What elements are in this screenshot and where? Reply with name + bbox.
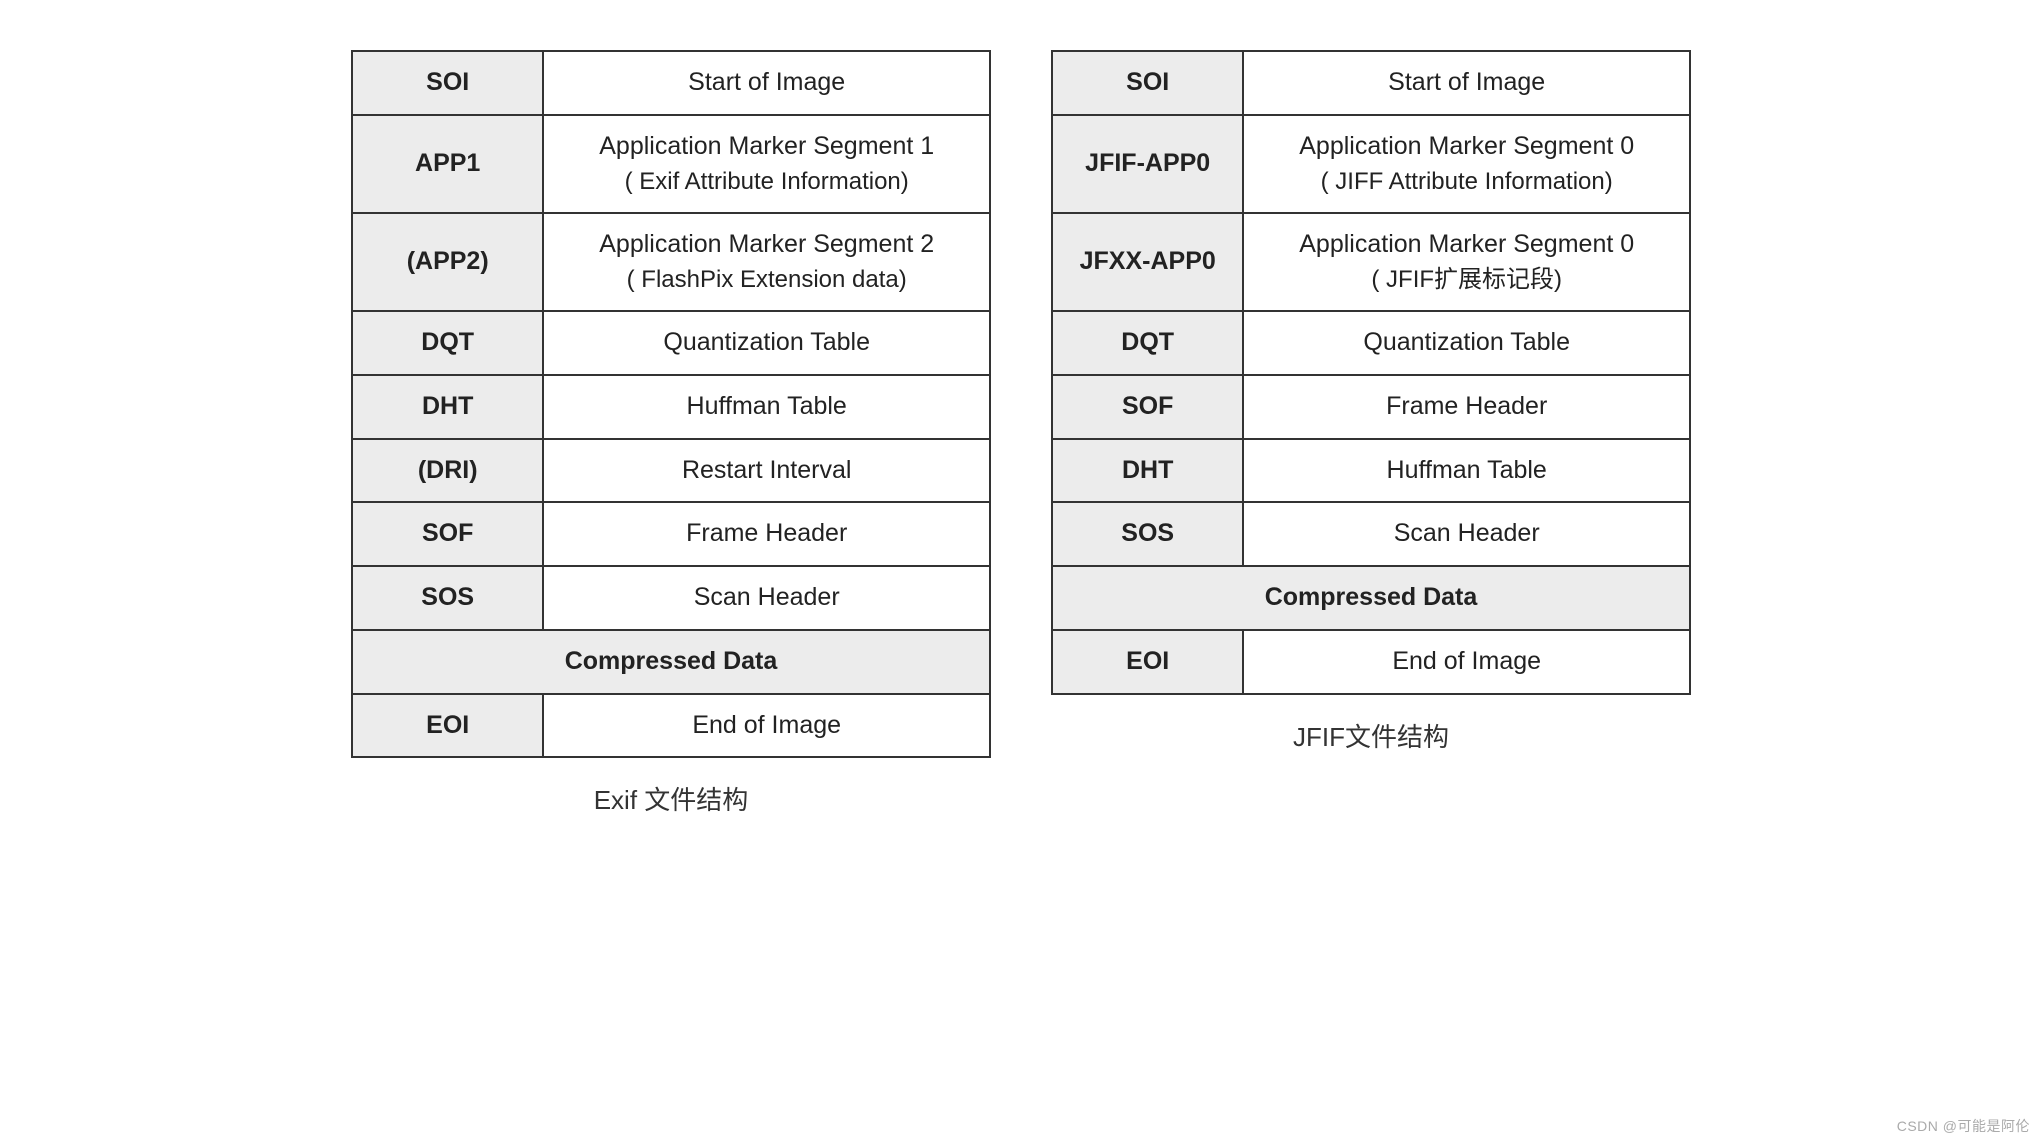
exif-row-label: (APP2) [352,213,543,311]
watermark-text: CSDN @可能是阿伦 [1897,1116,2030,1136]
jfif-row-desc: Application Marker Segment 0( JIFF Attri… [1243,115,1690,213]
exif-caption: Exif 文件结构 [351,780,991,817]
exif-row-sub: ( Exif Attribute Information) [554,166,979,198]
exif-row-desc: Quantization Table [543,311,990,375]
exif-row-label: (DRI) [352,439,543,503]
jfif-row-sub: ( JFIF扩展标记段) [1254,264,1679,296]
jfif-row-label: SOI [1052,51,1243,115]
jfif-row-desc: Frame Header [1243,375,1690,439]
jfif-row-desc: Quantization Table [1243,311,1690,375]
jfif-row-label: JFXX-APP0 [1052,213,1243,311]
exif-row-desc: Application Marker Segment 1( Exif Attri… [543,115,990,213]
jfif-row-label: SOF [1052,375,1243,439]
exif-row-desc: Start of Image [543,51,990,115]
exif-row-desc: Restart Interval [543,439,990,503]
jfif-row-desc: Application Marker Segment 0( JFIF扩展标记段) [1243,213,1690,311]
exif-row-desc: Application Marker Segment 2( FlashPix E… [543,213,990,311]
exif-row-desc: Scan Header [543,566,990,630]
exif-row-label: DQT [352,311,543,375]
exif-row-label: SOI [352,51,543,115]
exif-row-label: EOI [352,694,543,758]
exif-row-label: APP1 [352,115,543,213]
jfif-row-full: Compressed Data [1052,566,1690,630]
jfif-caption: JFIF文件结构 [1051,717,1691,754]
jfif-row-desc: Scan Header [1243,502,1690,566]
exif-table: SOIStart of Image APP1Application Marker… [351,50,991,758]
exif-row-desc: Frame Header [543,502,990,566]
exif-row-label: DHT [352,375,543,439]
jfif-row-desc: Huffman Table [1243,439,1690,503]
jfif-row-label: DQT [1052,311,1243,375]
exif-row-label: SOF [352,502,543,566]
exif-row-label: SOS [352,566,543,630]
jfif-row-desc: Start of Image [1243,51,1690,115]
jfif-row-label: EOI [1052,630,1243,694]
jfif-panel: SOIStart of Image JFIF-APP0Application M… [1051,50,1691,754]
exif-row-desc: Huffman Table [543,375,990,439]
jfif-row-label: DHT [1052,439,1243,503]
jfif-row-label: JFIF-APP0 [1052,115,1243,213]
exif-row-desc: End of Image [543,694,990,758]
exif-row-full: Compressed Data [352,630,990,694]
jfif-row-desc: End of Image [1243,630,1690,694]
jfif-row-label: SOS [1052,502,1243,566]
exif-panel: SOIStart of Image APP1Application Marker… [351,50,991,817]
jfif-table: SOIStart of Image JFIF-APP0Application M… [1051,50,1691,695]
jfif-row-sub: ( JIFF Attribute Information) [1254,166,1679,198]
exif-row-sub: ( FlashPix Extension data) [554,264,979,296]
